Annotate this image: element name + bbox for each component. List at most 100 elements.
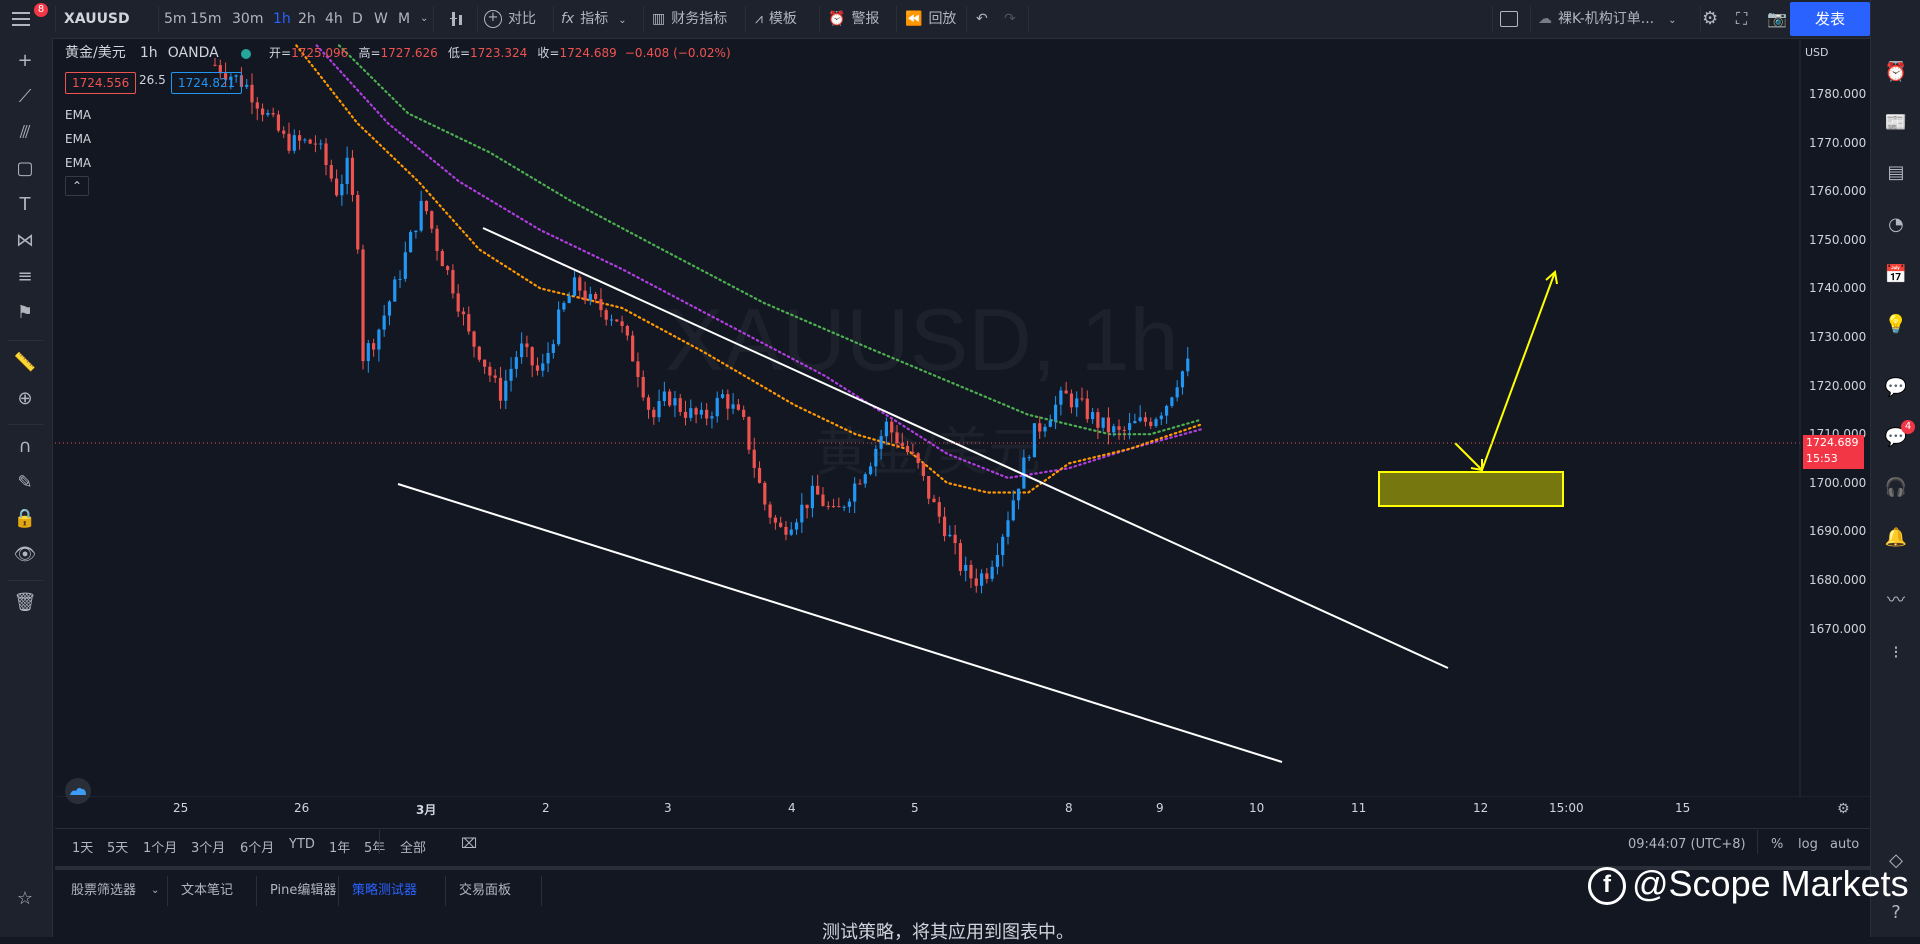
upper-trendline[interactable] — [482, 227, 1449, 669]
undo-icon[interactable]: ↶ — [976, 11, 988, 27]
layout-select-icon[interactable] — [1500, 0, 1518, 38]
timeframe-dropdown-chevron-icon[interactable]: ⌄ — [420, 13, 429, 24]
prediction-icon[interactable]: ≡ — [17, 266, 33, 287]
bottom-tab[interactable]: 策略测试器 — [352, 883, 418, 898]
ema-indicator-label[interactable]: EMA — [65, 108, 92, 122]
range-button[interactable]: 5天 — [107, 841, 129, 856]
lower-trendline[interactable] — [397, 483, 1283, 763]
demand-zone-rectangle[interactable] — [1378, 471, 1564, 507]
publish-button[interactable]: 发表 — [1790, 2, 1870, 36]
bid-price-box[interactable]: 1724.556 — [65, 72, 137, 94]
chart-type-button[interactable] — [448, 0, 468, 38]
range-button[interactable]: 全部 — [400, 841, 427, 856]
text-icon[interactable]: T — [19, 194, 31, 215]
timeframe-1h[interactable]: 1h — [273, 11, 291, 27]
zoom-in-icon[interactable]: ⊕ — [17, 388, 33, 409]
crosshair-icon[interactable]: + — [17, 50, 33, 71]
ema-indicator-label[interactable]: EMA — [65, 132, 92, 146]
tradingview-logo-icon[interactable] — [65, 778, 91, 804]
timeframe-2h[interactable]: 2h — [298, 11, 316, 27]
timeframe-D[interactable]: D — [352, 11, 363, 27]
axis-settings-gear-icon[interactable]: ⚙ — [1837, 801, 1850, 817]
timeframe-30m[interactable]: 30m — [232, 11, 264, 27]
data-window-icon[interactable]: ▤ — [1887, 162, 1905, 183]
menu-icon[interactable] — [10, 0, 32, 38]
alarm-icon[interactable]: ⏰ — [1884, 62, 1908, 83]
clock-timezone[interactable]: 09:44:07 (UTC+8) — [1628, 837, 1746, 852]
range-button[interactable]: 1年 — [329, 841, 351, 856]
news-icon[interactable]: 📰 — [1884, 112, 1908, 133]
auto-scale-toggle[interactable]: auto — [1830, 837, 1860, 852]
pullback-arrow[interactable] — [1454, 442, 1483, 471]
magnet-icon[interactable]: ∩ — [18, 436, 32, 457]
ruler-icon[interactable]: 📏 — [13, 352, 37, 373]
watchlist-icon[interactable]: ☰ — [1887, 58, 1905, 79]
pattern-icon[interactable]: ⋈ — [16, 230, 34, 251]
order-panel-icon[interactable]: 〰 — [1887, 590, 1905, 611]
fullscreen-icon[interactable]: ⛶ — [1736, 9, 1748, 28]
range-button[interactable]: 3个月 — [191, 841, 226, 856]
timeframe-W[interactable]: W — [374, 11, 388, 27]
templates-button[interactable]: ⩘ 模板 — [755, 11, 797, 27]
star-icon[interactable]: ☆ — [16, 888, 34, 909]
alert-button[interactable]: ⏰ 警报 — [828, 11, 880, 27]
camera-icon[interactable]: 📷 — [1767, 9, 1787, 28]
timeframe-4h[interactable]: 4h — [325, 11, 343, 27]
bottom-tab[interactable]: 股票筛选器 — [71, 883, 137, 898]
chats-icon[interactable]: 💬 — [1884, 427, 1908, 448]
ema-line[interactable] — [315, 44, 1203, 480]
log-scale-toggle[interactable]: log — [1798, 837, 1818, 852]
compare-button[interactable]: + 对比 — [484, 0, 536, 38]
layers-icon[interactable]: ◇ — [1889, 850, 1903, 871]
trash-icon[interactable]: 🗑 — [13, 592, 37, 613]
ema-line[interactable] — [295, 44, 1203, 494]
layout-name-button[interactable]: ☁ 裸K-机构订单... ⌄ — [1538, 11, 1677, 27]
symbol-search[interactable]: XAUUSD — [64, 11, 130, 27]
bottom-tab[interactable]: Pine编辑器 — [270, 883, 337, 898]
stream-icon[interactable]: 🎧 — [1884, 477, 1908, 498]
hotlist-icon[interactable]: ◔ — [1888, 214, 1904, 235]
bottom-tab[interactable]: 交易面板 — [459, 883, 512, 898]
rectangle-icon[interactable]: ▢ — [16, 158, 34, 179]
range-button[interactable]: 1个月 — [143, 841, 178, 856]
range-button[interactable]: 1天 — [72, 841, 94, 856]
goto-date-icon[interactable]: ⌧ — [461, 836, 478, 852]
range-button[interactable]: 5年 — [364, 841, 386, 856]
trendline-icon[interactable]: ⟋ — [18, 86, 32, 107]
ema-line[interactable] — [337, 44, 1203, 436]
ema-indicator-label[interactable]: EMA — [65, 156, 92, 170]
help-icon[interactable]: ? — [1891, 902, 1901, 923]
notifications-icon[interactable]: 🔔 — [1884, 527, 1908, 548]
calendar-icon[interactable]: 📅 — [1884, 264, 1908, 285]
pitchfork-icon[interactable]: ⫻ — [19, 122, 31, 143]
brush-icon[interactable]: ⚑ — [16, 302, 34, 323]
ideas-icon[interactable]: 💡 — [1884, 314, 1908, 335]
chat-badge: 4 — [1901, 420, 1915, 434]
range-button[interactable]: YTD — [289, 837, 315, 852]
legend-title[interactable]: 黄金/美元 — [65, 45, 126, 61]
timeframe-5m[interactable]: 5m — [164, 11, 187, 27]
bottom-tab[interactable]: 文本笔记 — [181, 883, 234, 898]
collapse-legend-button[interactable]: ⌃ — [65, 176, 89, 196]
chart-pane[interactable]: XAUUSD, 1h 黄金/美元 黄金/美元 1h OANDA 开=1725.0… — [55, 40, 1870, 817]
percent-scale-toggle[interactable]: % — [1771, 837, 1784, 852]
candle-body — [535, 365, 540, 371]
eye-icon[interactable]: 👁 — [13, 544, 37, 565]
range-button[interactable]: 6个月 — [240, 841, 275, 856]
target-arrow[interactable] — [1481, 271, 1556, 471]
dom-icon[interactable]: ⁝ — [1893, 642, 1899, 663]
gear-icon[interactable]: ⚙ — [1702, 8, 1719, 29]
replay-button[interactable]: ⏪ 回放 — [905, 11, 957, 27]
candle-body — [409, 232, 413, 253]
indicators-button[interactable]: fx 指标 ⌄ — [561, 11, 627, 27]
currency-label[interactable]: USD — [1805, 46, 1829, 59]
lock-icon[interactable]: 🔒 — [13, 508, 37, 529]
ask-price-box[interactable]: 1724.821 — [171, 72, 243, 94]
timeframe-15m[interactable]: 15m — [190, 11, 222, 27]
timeframe-M[interactable]: M — [398, 11, 411, 27]
price-chart[interactable]: XAUUSD, 1h 黄金/美元 — [55, 40, 1870, 797]
financials-button[interactable]: ▥ 财务指标 — [652, 11, 728, 27]
redo-icon[interactable]: ↷ — [1004, 11, 1016, 27]
pencil-lock-icon[interactable]: ✎ — [17, 472, 33, 493]
chat-icon[interactable]: 💬 — [1884, 377, 1908, 398]
